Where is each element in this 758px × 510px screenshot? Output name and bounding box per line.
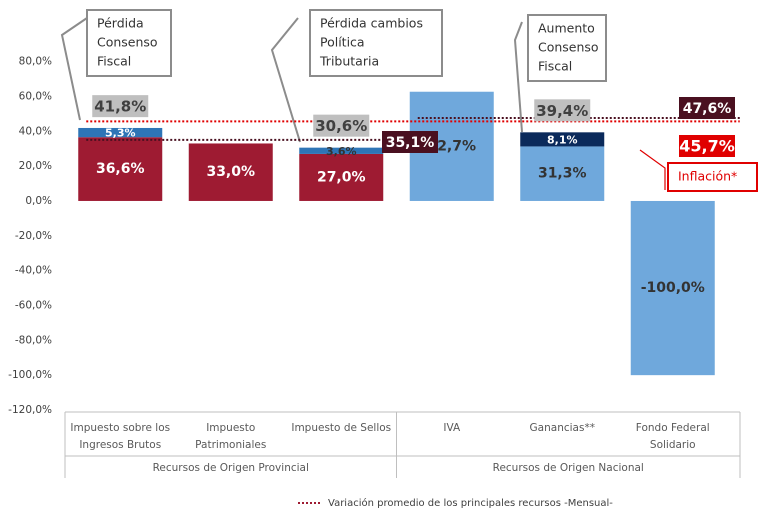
x-tick-label: Ingresos Brutos: [79, 439, 161, 451]
bar: [299, 153, 384, 201]
leader: [60, 17, 88, 121]
x-tick-label: Patrimoniales: [195, 439, 266, 451]
value-label: 5,3%: [105, 127, 136, 140]
bar: [520, 146, 605, 201]
reference-label: 35,1%: [386, 135, 435, 151]
y-tick-label: -40,0%: [15, 265, 52, 277]
value-label: 33,0%: [206, 164, 255, 180]
annotation-text: Consenso: [97, 35, 158, 50]
value-label: 27,0%: [317, 169, 366, 185]
annotation-box: [527, 14, 607, 82]
x-tick-label: Impuesto de Sellos: [291, 422, 391, 434]
leader: [513, 21, 523, 133]
bar: [78, 127, 163, 138]
bar: [78, 137, 163, 201]
annotation-text: Inflación*: [678, 169, 737, 184]
bar: [299, 147, 384, 154]
bar: [630, 200, 715, 376]
annotation-text: Tributaria: [319, 54, 379, 69]
y-tick-label: -100,0%: [8, 369, 52, 381]
legend-label: Variación promedio de los principales re…: [328, 497, 613, 509]
leader: [270, 17, 301, 143]
value-label: 8,1%: [547, 133, 578, 146]
x-tick-label: IVA: [443, 422, 461, 434]
value-label: 36,6%: [96, 161, 145, 177]
total-label: 30,6%: [315, 117, 367, 135]
group-label: Recursos de Origen Provincial: [153, 462, 309, 474]
y-tick-label: -20,0%: [15, 230, 52, 242]
inflation-leader: [639, 149, 666, 190]
value-label: 31,3%: [538, 166, 587, 182]
annotation-box: [86, 9, 172, 77]
total-label: 39,4%: [536, 102, 588, 120]
x-tick-label: Solidario: [650, 439, 696, 451]
y-tick-label: -80,0%: [15, 334, 52, 346]
annotation-text: Pérdida cambios: [320, 16, 423, 31]
value-label: 3,6%: [326, 145, 357, 158]
total-label: 41,8%: [94, 98, 146, 116]
reference-label: 47,6%: [683, 101, 732, 117]
annotation-text: Política: [320, 35, 365, 50]
annotation-box: [309, 9, 443, 77]
annotation-text: Consenso: [538, 40, 599, 55]
y-tick-label: 20,0%: [19, 160, 52, 172]
value-label: -100,0%: [641, 280, 705, 296]
y-tick-label: 80,0%: [19, 56, 52, 68]
reference-label-box: [382, 131, 438, 153]
group-label: Recursos de Origen Nacional: [493, 462, 644, 474]
reference-label: 45,7%: [679, 137, 735, 156]
value-label: 62,7%: [427, 138, 476, 154]
x-tick-label: Impuesto sobre los: [70, 422, 170, 434]
y-tick-label: 60,0%: [19, 90, 52, 102]
y-tick-label: 0,0%: [25, 195, 52, 207]
reference-label-box: [679, 97, 735, 119]
x-tick-label: Impuesto: [206, 422, 255, 434]
y-tick-label: -120,0%: [8, 404, 52, 416]
y-tick-label: -60,0%: [15, 299, 52, 311]
x-tick-label: Fondo Federal: [636, 422, 710, 434]
annotation-text: Fiscal: [97, 54, 131, 69]
reference-label-box: [679, 135, 735, 157]
total-box: [313, 114, 370, 137]
y-tick-label: 40,0%: [19, 125, 52, 137]
x-tick-label: Ganancias**: [530, 422, 595, 434]
total-box: [534, 99, 591, 122]
callout-leaders: [60, 17, 523, 143]
bar: [188, 143, 273, 201]
total-box: [92, 95, 149, 118]
annotation-text: Fiscal: [538, 59, 572, 74]
annotation-text: Aumento: [538, 21, 595, 36]
annotation-box: [667, 162, 758, 192]
annotation-text: Pérdida: [97, 16, 144, 31]
bar: [520, 132, 605, 147]
